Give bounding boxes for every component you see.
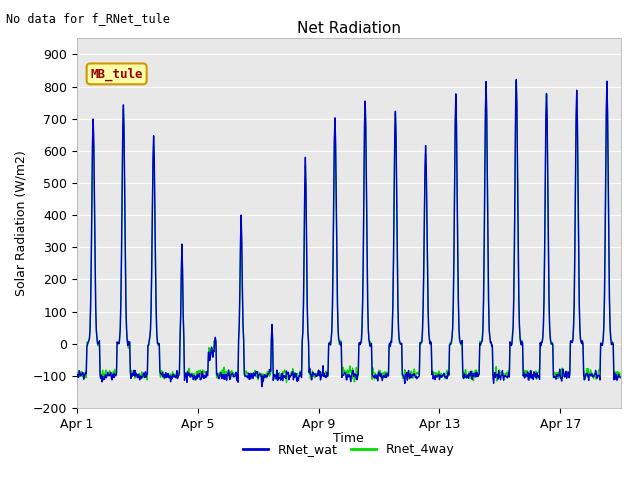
Rnet_4way <box>616 375 624 381</box>
Rnet_4way <box>73 370 81 375</box>
Text: MB_tule: MB_tule <box>90 67 143 81</box>
Text: No data for f_RNet_tule: No data for f_RNet_tule <box>6 12 170 25</box>
Rnet_4way <box>92 326 100 332</box>
Legend: RNet_wat, Rnet_4way: RNet_wat, Rnet_4way <box>238 438 460 461</box>
X-axis label: Time: Time <box>333 432 364 445</box>
Y-axis label: Solar Radiation (W/m2): Solar Radiation (W/m2) <box>14 150 27 296</box>
Rnet_4way <box>271 372 278 377</box>
RNet_wat <box>73 373 81 379</box>
RNet_wat <box>616 374 624 380</box>
Line: Rnet_4way: Rnet_4way <box>77 81 620 383</box>
RNet_wat <box>271 374 279 380</box>
Rnet_4way <box>201 369 209 375</box>
Rnet_4way <box>381 372 389 377</box>
Title: Net Radiation: Net Radiation <box>297 21 401 36</box>
Rnet_4way <box>513 109 521 115</box>
RNet_wat <box>92 327 100 333</box>
Rnet_4way <box>300 252 308 257</box>
RNet_wat <box>381 374 389 380</box>
Rnet_4way <box>513 78 520 84</box>
RNet_wat <box>513 103 521 109</box>
Rnet_4way <box>283 380 291 385</box>
RNet_wat <box>258 384 266 389</box>
RNet_wat <box>300 248 308 253</box>
Line: RNet_wat: RNet_wat <box>77 80 620 386</box>
RNet_wat <box>513 77 520 83</box>
RNet_wat <box>201 372 209 378</box>
